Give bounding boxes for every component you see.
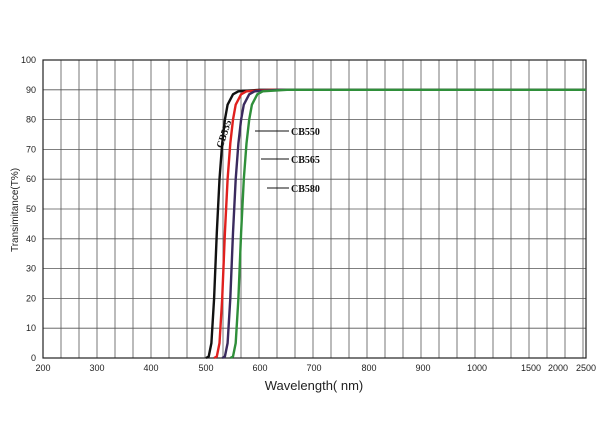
x-tick-label: 700: [306, 363, 321, 373]
y-tick-label: 60: [26, 174, 36, 184]
x-tick-label: 1000: [467, 363, 487, 373]
series-line-cb580: [229, 88, 586, 360]
grid-layer: [42, 59, 586, 359]
x-tick-label: 400: [143, 363, 158, 373]
x-tick-label: 900: [415, 363, 430, 373]
x-tick-label: 2000: [548, 363, 568, 373]
x-tick-label: 600: [252, 363, 267, 373]
series-layer: [205, 88, 586, 360]
x-axis-label: Wavelength( nm): [265, 378, 364, 393]
y-tick-label: 90: [26, 85, 36, 95]
axis-layer: 0 10 20 30 40 50 60 70 80 90 100 200 300 400 500 600 700…: [21, 55, 596, 373]
x-tick-label: 800: [361, 363, 376, 373]
y-tick-label: 10: [26, 323, 36, 333]
y-tick-label: 70: [26, 144, 36, 154]
x-tick-label: 200: [35, 363, 50, 373]
x-tick-label: 1500: [521, 363, 541, 373]
x-tick-label: 500: [198, 363, 213, 373]
x-tick-label: 300: [89, 363, 104, 373]
y-tick-label: 20: [26, 293, 36, 303]
series-label-cb565: CB565: [291, 155, 320, 166]
series-label-cb580: CB580: [291, 184, 320, 195]
y-axis-label: Transimitance(T%): [10, 168, 21, 252]
y-tick-label: 100: [21, 55, 36, 65]
plot-frame: [42, 59, 587, 359]
x-tick-label: 2500: [576, 363, 596, 373]
y-tick-label: 30: [26, 264, 36, 274]
series-line-cb550: [213, 88, 586, 360]
y-tick-label: 80: [26, 115, 36, 125]
y-tick-label: 40: [26, 234, 36, 244]
series-line-cb565: [221, 88, 586, 360]
series-label-cb550: CB550: [291, 127, 320, 138]
series-line-cb535: [205, 88, 586, 360]
y-tick-label: 50: [26, 204, 36, 214]
y-tick-label: 0: [31, 353, 36, 363]
